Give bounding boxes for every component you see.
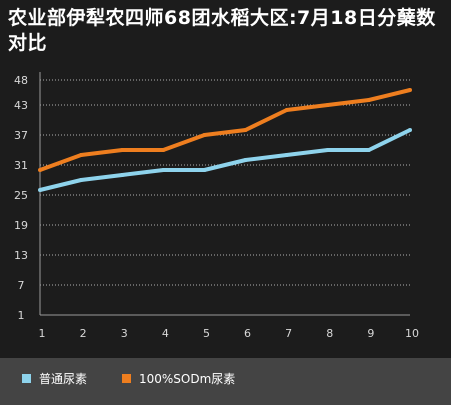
y-tick-label-7: 7 [18, 279, 25, 292]
legend-swatch-series-2 [122, 373, 131, 383]
data-point-series-1-x5 [202, 168, 207, 172]
data-point-series-2-x4 [161, 148, 166, 152]
data-point-series-2-x9 [366, 98, 371, 102]
data-point-series-1-x2 [79, 178, 84, 182]
data-point-series-1-x3 [120, 173, 125, 177]
data-point-series-2-x5 [202, 133, 207, 137]
legend-label-series-1: 普通尿素 [39, 371, 88, 386]
x-tick-label-6: 6 [244, 327, 251, 340]
data-point-series-2-x7 [284, 108, 289, 112]
data-point-series-2-x1 [38, 168, 42, 172]
legend-label-series-2: 100%SODm尿素 [139, 371, 236, 386]
y-tick-label-37: 37 [14, 129, 28, 142]
x-tick-label-5: 5 [203, 327, 210, 340]
data-point-series-1-x8 [325, 148, 330, 152]
data-point-series-1-x6 [243, 158, 248, 162]
chart-title: 农业部伊犁农四师68团水稻大区:7月18日分蘖数对比 [8, 7, 436, 54]
legend: 普通尿素 100%SODm尿素 [0, 358, 451, 405]
y-tick-label-31: 31 [14, 159, 28, 172]
data-point-series-2-x2 [79, 153, 84, 157]
data-point-series-2-x10 [408, 88, 412, 92]
data-point-series-1-x9 [366, 148, 371, 152]
x-tick-label-4: 4 [162, 327, 169, 340]
legend-swatch-series-1 [22, 373, 31, 383]
data-point-series-1-x7 [284, 153, 289, 157]
y-tick-label-43: 43 [14, 99, 28, 112]
data-point-series-2-x8 [325, 103, 330, 107]
series-line-2 [39, 88, 411, 172]
x-tick-label-10: 10 [405, 327, 419, 340]
y-tick-label-1: 1 [18, 309, 25, 322]
legend-item-series-1[interactable]: 普通尿素 [22, 370, 87, 386]
line-chart: 1 7 13 19 25 31 37 43 48 1 2 3 4 5 6 7 8 9 10 [14, 72, 419, 340]
series-line-1 [39, 128, 411, 192]
x-tick-label-8: 8 [326, 327, 333, 340]
legend-item-series-2[interactable]: 100%SODm尿素 [122, 370, 235, 386]
x-tick-label-7: 7 [285, 327, 292, 340]
y-tick-label-48: 48 [14, 74, 28, 87]
data-point-series-1-x1 [38, 188, 42, 192]
y-tick-label-13: 13 [14, 249, 28, 262]
x-tick-label-1: 1 [39, 327, 46, 340]
data-point-series-2-x3 [120, 148, 125, 152]
data-point-series-1-x10 [408, 128, 412, 132]
x-tick-label-3: 3 [121, 327, 128, 340]
data-point-series-2-x6 [243, 128, 248, 132]
x-tick-label-9: 9 [367, 327, 374, 340]
y-tick-label-19: 19 [14, 219, 28, 232]
y-tick-label-25: 25 [14, 189, 28, 202]
x-tick-label-2: 2 [80, 327, 87, 340]
data-point-series-1-x4 [161, 168, 166, 172]
